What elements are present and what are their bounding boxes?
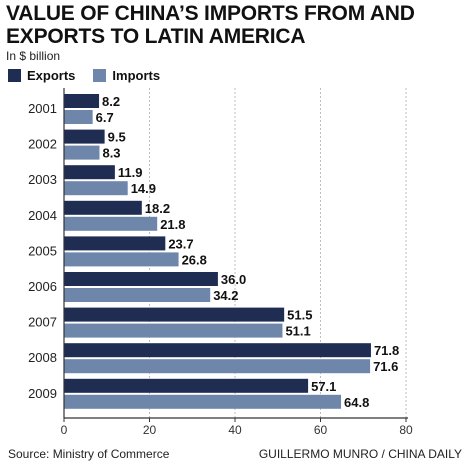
bar-imports-2001: [64, 110, 93, 124]
legend-item-exports: Exports: [8, 68, 75, 83]
value-label-imports-2009: 64.8: [344, 395, 369, 410]
bar-exports-2006: [64, 272, 218, 286]
value-label-imports-2002: 8.3: [102, 146, 120, 161]
category-label-2005: 2005: [28, 243, 57, 258]
category-label-2008: 2008: [28, 350, 57, 365]
unit-label: In $ billion: [6, 49, 61, 63]
x-tick-label-60: 60: [314, 423, 328, 437]
category-label-2003: 2003: [28, 172, 57, 187]
bar-imports-2007: [64, 323, 283, 338]
category-label-2007: 2007: [28, 315, 57, 330]
bar-imports-2002: [64, 145, 100, 160]
category-label-2002: 2002: [28, 137, 57, 152]
source-note: Source: Ministry of Commerce: [8, 447, 170, 461]
bar-exports-2009: [64, 378, 309, 393]
category-label-2006: 2006: [28, 279, 57, 294]
x-tick-label-20: 20: [143, 423, 157, 437]
legend-item-imports: Imports: [93, 68, 160, 83]
value-label-exports-2002: 9.5: [108, 130, 126, 145]
bar-imports-2008: [64, 359, 371, 374]
credit-note: GUILLERMO MUNRO / CHINA DAILY: [258, 447, 462, 461]
value-label-imports-2003: 14.9: [131, 181, 156, 196]
category-label-2001: 2001: [28, 101, 57, 116]
value-label-imports-2005: 26.8: [182, 252, 207, 267]
bar-exports-2002: [64, 129, 105, 144]
legend: Exports Imports: [8, 66, 178, 84]
bar-exports-2004: [64, 200, 142, 215]
legend-swatch-imports: [93, 68, 107, 82]
value-label-imports-2001: 6.7: [96, 110, 114, 125]
legend-label-exports: Exports: [27, 67, 76, 83]
category-label-2004: 2004: [28, 208, 57, 223]
bar-exports-2003: [64, 165, 115, 180]
value-label-exports-2004: 18.2: [145, 201, 170, 216]
x-tick-label-0: 0: [61, 423, 68, 437]
value-label-exports-2001: 8.2: [102, 94, 120, 109]
value-label-exports-2008: 71.8: [374, 343, 399, 358]
legend-swatch-exports: [8, 68, 21, 82]
chart-title: VALUE OF CHINA’S IMPORTS FROM AND EXPORT…: [6, 2, 415, 48]
value-label-exports-2006: 36.0: [221, 272, 246, 287]
x-tick-label-40: 40: [228, 423, 242, 437]
bar-imports-2004: [64, 216, 158, 231]
bar-exports-2005: [64, 236, 166, 251]
value-label-imports-2007: 51.1: [285, 324, 310, 339]
category-label-2009: 2009: [28, 386, 57, 401]
bar-imports-2005: [64, 252, 179, 267]
bar-imports-2003: [64, 181, 128, 196]
bar-exports-2007: [64, 307, 285, 322]
legend-label-imports: Imports: [112, 67, 161, 83]
value-label-imports-2006: 34.2: [213, 288, 238, 303]
value-label-imports-2008: 71.6: [373, 359, 398, 374]
value-label-exports-2005: 23.7: [168, 236, 193, 251]
value-label-exports-2009: 57.1: [311, 379, 336, 394]
bar-exports-2001: [64, 94, 100, 108]
bar-exports-2008: [64, 343, 371, 358]
value-label-exports-2007: 51.5: [287, 308, 312, 323]
value-label-exports-2003: 11.9: [118, 165, 143, 180]
value-label-imports-2004: 21.8: [160, 217, 185, 232]
x-tick-label-80: 80: [399, 423, 413, 437]
bar-imports-2006: [64, 288, 211, 302]
bar-imports-2009: [64, 394, 342, 409]
